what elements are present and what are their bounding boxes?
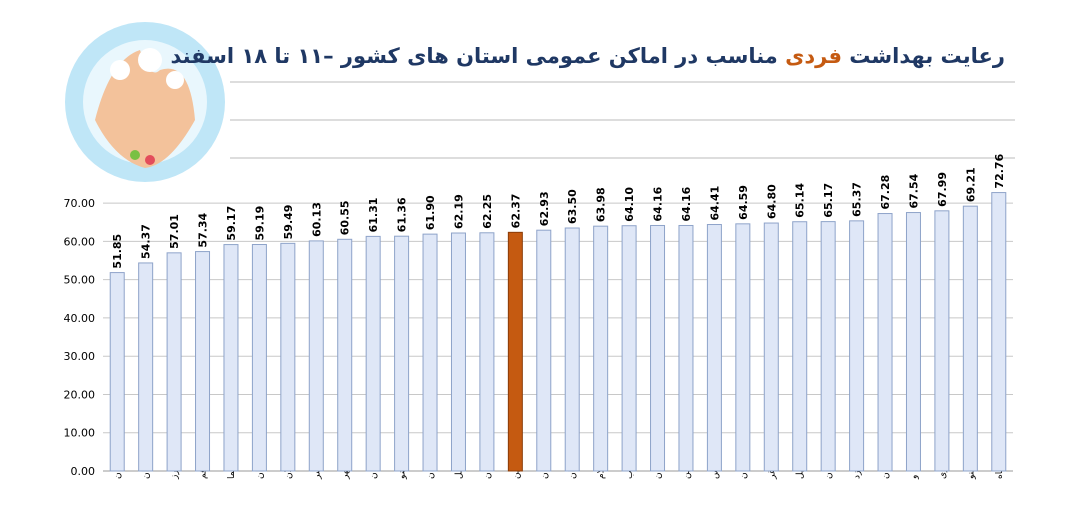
bar: [394, 235, 410, 472]
bar: [365, 235, 381, 472]
y-tick-label: 70.00: [64, 197, 96, 210]
bar: [536, 229, 552, 472]
bar: [450, 232, 466, 472]
x-tick-label: قم: [199, 469, 209, 479]
bar: [650, 224, 666, 472]
value-label: 64.16: [652, 186, 665, 221]
chart-title: رعایت بهداشت فردی مناسب در اماکن عمومی ا…: [170, 44, 1005, 68]
bar: [849, 220, 865, 472]
value-label: 57.01: [168, 214, 181, 249]
value-label: 51.85: [111, 234, 124, 269]
value-label: 64.41: [708, 186, 721, 221]
value-label: 61.31: [367, 198, 380, 233]
x-tick-label: یزد: [853, 467, 863, 479]
bar: [195, 251, 211, 472]
value-label: 64.10: [623, 187, 636, 222]
bar: [934, 210, 950, 472]
bar: [735, 223, 751, 472]
value-label: 62.93: [538, 191, 551, 226]
value-label: 64.16: [680, 186, 693, 221]
value-label: 63.50: [566, 189, 579, 224]
value-label: 62.37: [509, 194, 522, 229]
value-label: 57.34: [197, 212, 210, 247]
bar: [706, 224, 722, 472]
y-tick-label: 30.00: [64, 350, 96, 363]
value-label: 59.19: [253, 206, 266, 241]
bar: [593, 225, 609, 472]
value-label: 67.28: [879, 175, 892, 210]
bar: [564, 227, 580, 472]
value-label: 67.99: [936, 172, 949, 207]
y-tick-label: 40.00: [64, 312, 96, 325]
bar: [109, 272, 125, 472]
value-label: 65.17: [822, 183, 835, 218]
value-label: 65.37: [851, 182, 864, 217]
bar: [820, 221, 836, 472]
value-label: 60.55: [339, 200, 352, 235]
value-label: 72.76: [993, 153, 1006, 188]
bar: [223, 244, 239, 472]
value-label: 64.59: [737, 185, 750, 220]
bar: [678, 224, 694, 472]
bar: [138, 262, 154, 472]
bar: [422, 233, 438, 472]
title-part: فردی: [785, 44, 842, 68]
bar: [507, 231, 523, 472]
bar: [962, 205, 978, 472]
value-label: 64.80: [765, 184, 778, 219]
y-tick-label: 0.00: [71, 465, 96, 478]
value-label: 69.21: [964, 167, 977, 202]
title-part: رعایت بهداشت: [841, 44, 1005, 68]
bar: [792, 221, 808, 472]
bar: [251, 243, 267, 472]
value-label: 59.49: [282, 205, 295, 240]
bar: [621, 225, 637, 472]
bar: [763, 222, 779, 472]
bar: [479, 232, 495, 472]
value-label: 62.25: [481, 194, 494, 229]
y-tick-label: 60.00: [64, 235, 96, 248]
bar: [337, 238, 353, 472]
bar: [280, 242, 296, 472]
bar: [166, 252, 182, 472]
value-label: 61.90: [424, 195, 437, 230]
value-label: 59.17: [225, 206, 238, 241]
bar: [877, 213, 893, 472]
y-tick-label: 20.00: [64, 388, 96, 401]
bar: [991, 192, 1007, 472]
logo: [65, 22, 225, 182]
title-part: مناسب در اماکن عمومی استان های کشور –۱۱ …: [170, 44, 786, 68]
value-label: 67.54: [907, 173, 920, 208]
value-label: 63.98: [595, 187, 608, 222]
y-tick-label: 10.00: [64, 427, 96, 440]
bar: [308, 240, 324, 472]
value-label: 62.19: [452, 194, 465, 229]
value-label: 54.37: [140, 224, 153, 259]
value-label: 61.36: [396, 197, 409, 232]
value-label: 65.14: [794, 183, 807, 218]
y-tick-label: 50.00: [64, 274, 96, 287]
bar: [905, 212, 921, 472]
value-label: 60.13: [310, 202, 323, 237]
